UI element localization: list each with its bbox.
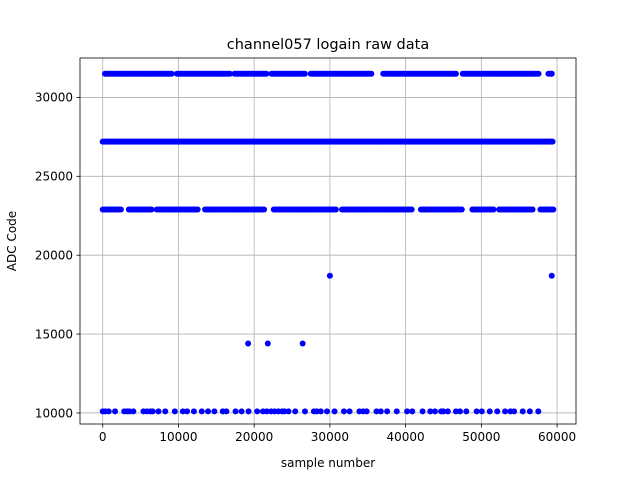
data-point	[190, 408, 197, 415]
data-point	[205, 408, 212, 415]
data-point	[317, 408, 324, 415]
x-tick-label: 20000	[235, 430, 273, 444]
data-point	[548, 70, 555, 77]
x-axis-label: sample number	[281, 456, 375, 470]
data-point	[194, 206, 201, 213]
data-point	[452, 408, 459, 415]
data-points	[99, 70, 557, 415]
data-point	[549, 138, 556, 145]
data-point	[548, 272, 555, 279]
data-point	[384, 408, 391, 415]
data-point	[171, 408, 178, 415]
data-point	[323, 408, 330, 415]
data-point	[458, 206, 465, 213]
data-point	[494, 408, 501, 415]
data-point	[486, 408, 493, 415]
data-point	[112, 408, 119, 415]
data-point	[431, 408, 438, 415]
x-tick-label: 0	[99, 430, 107, 444]
data-point	[478, 408, 485, 415]
data-point	[377, 408, 384, 415]
data-point	[409, 408, 416, 415]
grid-lines	[80, 58, 576, 424]
data-point	[162, 408, 169, 415]
data-point	[155, 408, 162, 415]
data-point	[245, 340, 252, 347]
y-tick-label: 15000	[35, 327, 73, 341]
data-point	[117, 206, 124, 213]
data-point	[490, 206, 497, 213]
data-point	[179, 408, 186, 415]
data-point	[331, 408, 338, 415]
data-point	[332, 206, 339, 213]
data-point	[238, 408, 245, 415]
plot-frame	[79, 57, 577, 425]
x-tick-label: 10000	[159, 430, 197, 444]
data-point	[245, 408, 252, 415]
data-point	[393, 408, 400, 415]
y-tick-label: 10000	[35, 406, 73, 420]
data-point	[301, 70, 308, 77]
data-point	[373, 408, 380, 415]
x-tick-label: 30000	[311, 430, 349, 444]
data-point	[444, 408, 451, 415]
y-tick-label: 25000	[35, 170, 73, 184]
data-point	[168, 70, 175, 77]
data-point	[404, 408, 411, 415]
y-tick-label: 20000	[35, 248, 73, 262]
chart-title: channel057 logain raw data	[227, 37, 429, 53]
data-point	[301, 408, 308, 415]
data-point	[232, 408, 239, 415]
data-point	[184, 408, 191, 415]
axis-ticks: 0 10000 20000 30000 40000 50000 60000 10000 1500…	[35, 91, 576, 444]
data-point	[456, 408, 463, 415]
data-point	[198, 408, 205, 415]
data-point	[264, 340, 271, 347]
data-point	[149, 408, 156, 415]
data-point	[535, 70, 542, 77]
data-point	[463, 408, 470, 415]
data-point	[473, 408, 480, 415]
data-point	[105, 408, 112, 415]
data-point	[148, 206, 155, 213]
data-point	[529, 206, 536, 213]
x-tick-label: 50000	[462, 430, 500, 444]
data-point	[340, 408, 347, 415]
data-point	[511, 408, 518, 415]
data-point	[285, 408, 292, 415]
data-point	[419, 408, 426, 415]
y-tick-label: 30000	[35, 91, 73, 105]
data-point	[299, 340, 306, 347]
data-point	[130, 408, 137, 415]
data-point	[368, 70, 375, 77]
data-point	[261, 206, 268, 213]
data-point	[519, 408, 526, 415]
data-point	[502, 408, 509, 415]
data-point	[526, 408, 533, 415]
y-axis-label: ADC Code	[5, 211, 19, 271]
data-point	[263, 70, 270, 77]
x-tick-label: 60000	[538, 430, 576, 444]
data-point	[452, 70, 459, 77]
data-point	[346, 408, 353, 415]
data-point	[440, 408, 447, 415]
x-tick-label: 40000	[387, 430, 425, 444]
data-point	[223, 408, 230, 415]
data-point	[427, 408, 434, 415]
data-point	[535, 408, 542, 415]
data-point	[363, 408, 370, 415]
data-point	[408, 206, 415, 213]
data-point	[326, 272, 333, 279]
data-point	[550, 206, 557, 213]
data-point	[263, 408, 270, 415]
data-point	[211, 408, 218, 415]
data-point	[226, 70, 233, 77]
data-point	[254, 408, 261, 415]
data-point	[292, 408, 299, 415]
